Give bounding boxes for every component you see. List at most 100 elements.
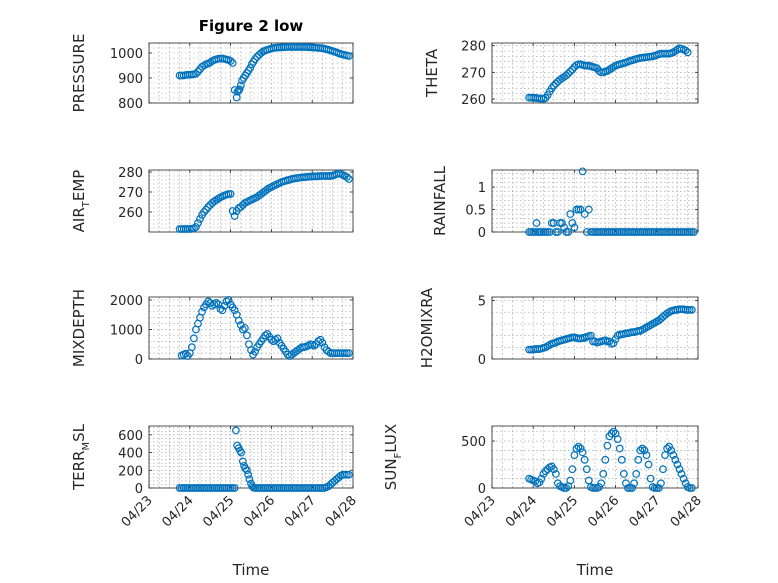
data-point	[564, 228, 573, 236]
x-tick-label: 04/28	[668, 493, 705, 530]
data-point	[613, 435, 622, 444]
data-point	[235, 85, 244, 94]
data-point	[609, 63, 618, 71]
data-point	[580, 210, 589, 218]
y-tick-label: 600	[118, 429, 143, 444]
y-tick-label: 1	[478, 181, 486, 196]
data-point	[210, 300, 219, 309]
data-point	[247, 346, 255, 355]
x-tick-label: 04/27	[627, 493, 664, 530]
data-point	[192, 223, 200, 231]
data-point	[345, 175, 353, 183]
y-axis-label: MIXDEPTH	[70, 289, 88, 367]
data-point	[251, 55, 259, 64]
data-point	[535, 478, 544, 487]
grid-h2omixra	[491, 297, 699, 360]
data-point	[634, 455, 643, 464]
data-point	[578, 167, 587, 176]
subplot-mixdepth: 0 1000 2000 MIXDEPTH	[70, 289, 354, 368]
data-point	[673, 460, 682, 469]
data-point	[671, 455, 680, 464]
x-axis-label: Time	[576, 561, 614, 579]
y-tick-label: 0	[135, 482, 143, 497]
y-axis-label: THETA	[423, 48, 441, 98]
y-axis-label: H2OMIXRA	[418, 287, 436, 368]
data-point	[200, 208, 208, 216]
y-tick-label: 0	[478, 353, 486, 368]
data-point	[558, 219, 566, 227]
data-point	[314, 337, 323, 346]
data-point	[196, 215, 204, 223]
data-point	[574, 442, 583, 451]
data-point	[237, 448, 246, 457]
data-point	[632, 470, 641, 478]
x-tick-label: 04/23	[462, 493, 499, 530]
data-point	[554, 228, 562, 236]
x-tick-label: 04/24	[503, 493, 540, 530]
y-tick-label: 280	[118, 166, 143, 181]
data-point	[603, 441, 612, 450]
y-tick-label: 0	[135, 353, 143, 368]
data-point	[687, 484, 696, 492]
y-tick-label: 260	[118, 206, 143, 221]
data-point	[599, 470, 608, 478]
data-point	[245, 475, 254, 484]
y-tick-label: 900	[118, 72, 143, 87]
axes-frame	[491, 296, 699, 360]
data-point	[234, 86, 243, 95]
axes-frame	[148, 42, 354, 104]
series-sun_flux	[525, 427, 696, 492]
axes-frame	[491, 425, 699, 489]
data-point	[622, 479, 630, 488]
data-point	[531, 477, 540, 486]
data-point	[345, 470, 353, 479]
data-point	[689, 228, 698, 236]
data-point	[566, 67, 575, 76]
data-point	[233, 87, 242, 96]
data-point	[345, 349, 353, 357]
data-point	[232, 426, 240, 435]
y-tick-label: 200	[118, 464, 143, 479]
data-point	[318, 338, 327, 347]
x-tick-label: 04/24	[160, 493, 197, 530]
series-h2omixra	[525, 305, 696, 354]
data-point	[576, 205, 585, 214]
data-point	[246, 64, 255, 72]
y-tick-label: 800	[118, 97, 143, 112]
grid-rainfall	[491, 170, 699, 233]
y-tick-label: 270	[118, 186, 143, 201]
data-point	[226, 57, 235, 65]
data-point	[675, 465, 684, 474]
data-point	[568, 219, 577, 227]
data-point	[241, 464, 250, 473]
data-point	[677, 470, 686, 478]
data-point	[659, 465, 667, 474]
data-point	[212, 299, 221, 307]
y-tick-label: 0	[478, 226, 486, 241]
data-point	[238, 325, 247, 334]
data-point	[578, 448, 587, 457]
data-point	[657, 479, 665, 488]
axes-frame	[491, 169, 699, 233]
data-point	[226, 190, 235, 198]
data-point	[566, 476, 575, 485]
y-tick-label: 500	[461, 435, 486, 450]
subplot-rainfall: 0 0.5 1 RAINFALL	[431, 165, 699, 241]
data-point	[236, 81, 245, 90]
data-point	[630, 479, 639, 488]
data-point	[257, 49, 266, 57]
data-point	[570, 223, 579, 232]
y-axis-label: PRESSURE	[70, 34, 88, 113]
data-point	[181, 349, 190, 358]
data-point	[644, 460, 653, 469]
data-point	[617, 455, 626, 464]
data-point	[240, 324, 249, 332]
data-point	[198, 307, 206, 316]
subplot-sun_flux: 0 500 04/23 04/24 04/25 04/26 04/27 04/28 Time SU…	[382, 424, 705, 579]
data-point	[532, 219, 541, 227]
y-tick-label: 0	[478, 482, 486, 497]
data-point	[619, 470, 628, 478]
y-tick-label: 1000	[110, 47, 143, 62]
data-point	[669, 451, 678, 460]
